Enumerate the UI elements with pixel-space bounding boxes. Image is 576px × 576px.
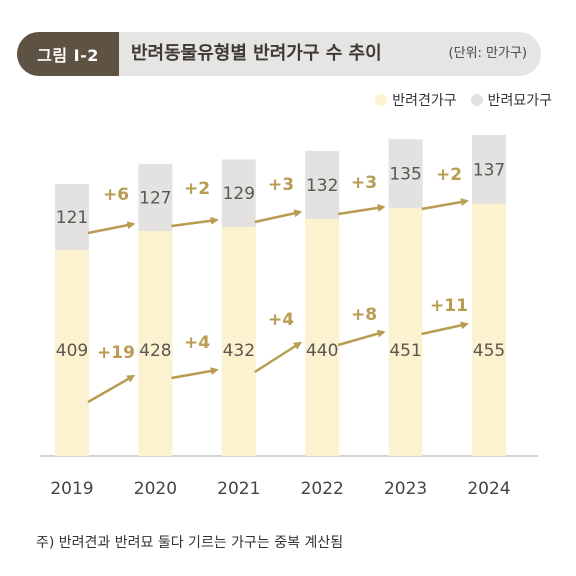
legend: 반려견가구 반려묘가구 [375,90,552,110]
stacked-bar-chart: 409 121 2019 428 127 2020 432 129 2021 440 132 2022… [40,134,538,499]
x-tick-label-2022: 2022 [301,479,344,499]
bar-dog-2021 [221,227,256,456]
x-tick-label-2019: 2019 [50,479,93,499]
value-label-cat-2019: 121 [56,208,88,228]
arrow-dog-2022 [254,341,302,374]
bar-cat-2019 [55,184,89,250]
legend-label-dog: 반려견가구 [392,93,457,109]
change-label-cat-2021: +2 [184,179,210,199]
figure-header: 그림 Ⅰ-2 반려동물유형별 반려가구 수 추이 (단위: 만가구) [17,32,541,76]
arrow-dog-2020 [87,374,136,404]
change-label-cat-2024: +2 [436,165,462,185]
footnote: 주) 반려견과 반려묘 둘다 기르는 가구는 중복 계산됨 [36,535,344,551]
x-tick-label-2021: 2021 [217,479,260,499]
bar-cat-2021 [221,159,256,227]
legend-dot-cat [470,94,483,106]
change-label-dog-2022: +4 [268,310,294,330]
change-label-dog-2023: +8 [351,305,377,325]
arrow-cat-2024 [421,198,469,211]
legend-item-dog: 반려견가구 [375,90,457,110]
bar-dog-2022 [305,219,340,456]
legend-dot-dog [375,94,388,106]
bar-cat-2022 [305,150,340,219]
x-tick-label-2020: 2020 [134,479,177,499]
bar-dog-2019 [55,250,89,456]
value-label-dog-2020: 428 [139,341,171,361]
value-label-dog-2019: 409 [56,341,88,361]
bar-dog-2023 [388,208,423,456]
bar-dog-2024 [472,204,506,456]
value-label-dog-2023: 451 [389,341,421,361]
value-label-cat-2021: 129 [223,184,255,204]
arrow-cat-2020 [87,221,136,235]
unit-label: (단위: 만가구) [448,46,527,61]
arrow-cat-2021 [171,216,219,228]
arrow-dog-2024 [421,321,469,336]
change-label-cat-2023: +3 [351,173,377,193]
value-label-dog-2022: 440 [306,341,338,361]
arrow-dog-2023 [337,329,386,347]
value-label-cat-2020: 127 [139,188,171,208]
legend-label-cat: 반려묘가구 [487,93,552,109]
value-label-dog-2024: 455 [473,341,505,361]
bar-cat-2024 [472,134,506,204]
value-label-dog-2021: 432 [223,341,255,361]
value-label-cat-2023: 135 [389,165,421,185]
change-label-cat-2022: +3 [268,175,294,195]
change-label-dog-2020: +19 [97,343,135,363]
bar-cat-2023 [388,139,423,208]
bar-cat-2020 [138,163,173,231]
figure-title: 반려동물유형별 반려가구 수 추이 [131,43,382,64]
x-tick-label-2024: 2024 [467,479,510,499]
legend-item-cat: 반려묘가구 [470,90,552,110]
arrow-cat-2022 [254,209,303,224]
change-label-dog-2021: +4 [184,333,210,353]
figure-label: 그림 Ⅰ-2 [17,32,119,76]
arrow-dog-2021 [171,367,219,380]
bar-dog-2020 [138,231,173,456]
change-label-dog-2024: +11 [430,296,468,316]
value-label-cat-2022: 132 [306,176,338,196]
x-tick-label-2023: 2023 [384,479,427,499]
arrow-cat-2023 [338,203,386,216]
value-label-cat-2024: 137 [473,160,505,180]
change-label-cat-2020: +6 [103,185,129,205]
